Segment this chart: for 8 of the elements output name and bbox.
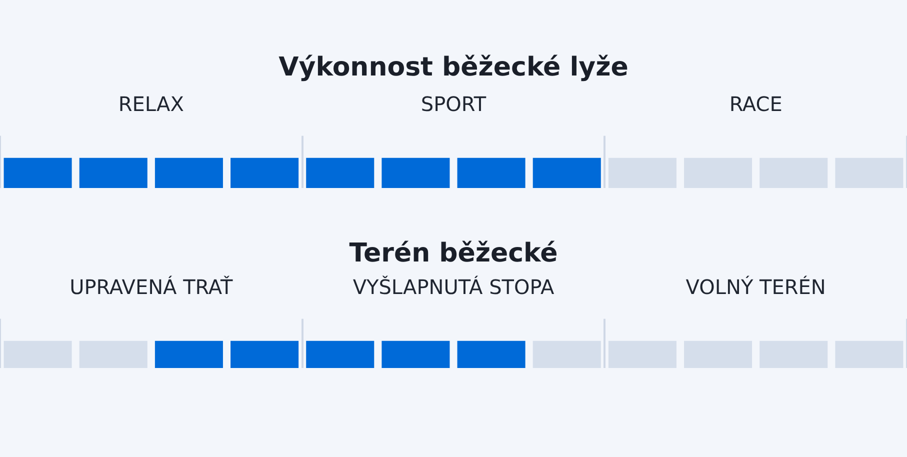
x-tick-label: RELAX bbox=[118, 92, 184, 116]
x-tick-label: RACE bbox=[729, 92, 782, 116]
x-tick-label: UPRAVENÁ TRAŤ bbox=[70, 275, 234, 300]
x-tick-label: VOLNÝ TERÉN bbox=[686, 275, 826, 300]
x-tick-label: VYŠLAPNUTÁ STOPA bbox=[352, 275, 554, 300]
chart-title: Terén běžecké bbox=[349, 238, 558, 269]
chart-title: Výkonnost běžecké lyže bbox=[278, 52, 628, 83]
x-tick-label: SPORT bbox=[420, 92, 487, 116]
